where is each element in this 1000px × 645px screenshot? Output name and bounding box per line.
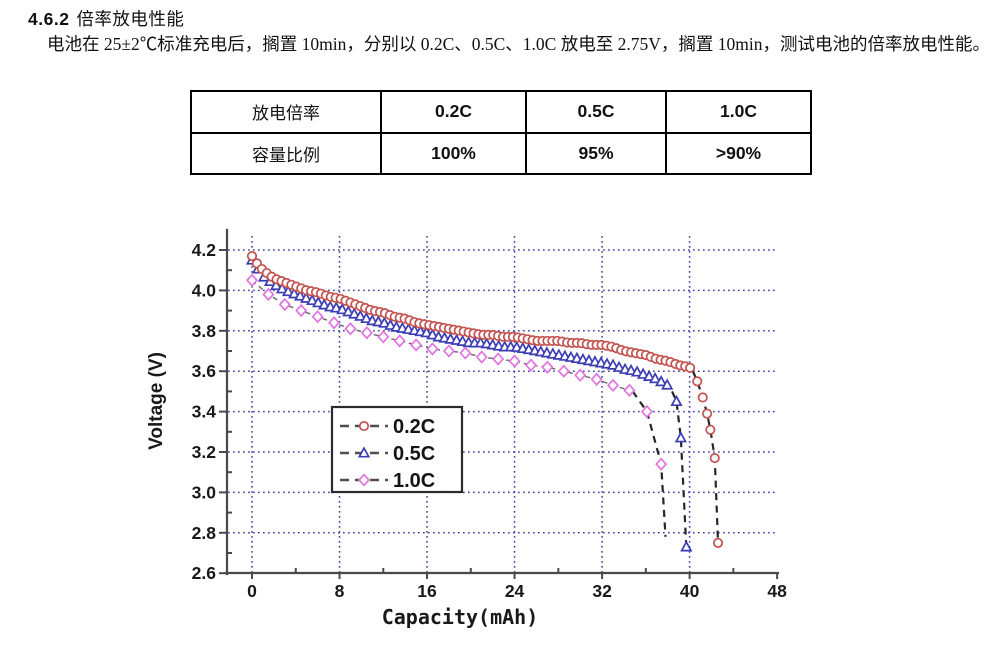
svg-text:32: 32 — [592, 581, 612, 601]
cell-ratio-2: 95% — [525, 131, 667, 175]
rate-capacity-table: 放电倍率 0.2C 0.5C 1.0C 容量比例 100% 95% >90% — [190, 90, 812, 175]
cell-rate-3: 1.0C — [665, 90, 812, 134]
svg-text:48: 48 — [767, 581, 787, 601]
svg-text:2.6: 2.6 — [192, 563, 217, 583]
section-title: 倍率放电性能 — [76, 9, 185, 29]
svg-text:24: 24 — [505, 581, 525, 601]
series-0.2C — [246, 251, 724, 548]
axes: 2.6 2.8 3.0 3.2 3.4 3.6 3.8 4.0 4.2 0 8 16 24 32 40 48 — [192, 228, 787, 601]
cell-rate-2: 0.5C — [525, 90, 667, 134]
table-row-capacity-ratio: 容量比例 100% 95% >90% — [190, 131, 812, 175]
svg-text:3.0: 3.0 — [192, 482, 217, 502]
row-header-discharge-rate: 放电倍率 — [190, 90, 382, 134]
x-axis-title: Capacity(mAh) — [382, 605, 539, 629]
legend-label-1.0C: 1.0C — [393, 470, 435, 492]
svg-text:8: 8 — [335, 581, 345, 601]
svg-text:2.8: 2.8 — [192, 523, 217, 543]
cell-ratio-3: >90% — [665, 131, 812, 175]
section-heading: 4.6.2 倍率放电性能 — [28, 6, 184, 31]
svg-text:4.0: 4.0 — [192, 280, 217, 300]
svg-text:3.8: 3.8 — [192, 321, 217, 341]
table-row-discharge-rate: 放电倍率 0.2C 0.5C 1.0C — [190, 90, 812, 134]
legend-label-0.5C: 0.5C — [393, 443, 435, 465]
body-paragraph: 电池在 25±2℃标准充电后，搁置 10min，分别以 0.2C、0.5C、1.… — [47, 34, 990, 54]
svg-text:40: 40 — [680, 581, 700, 601]
y-axis-title: Voltage (V) — [146, 352, 167, 450]
svg-text:16: 16 — [417, 581, 437, 601]
section-number: 4.6.2 — [28, 9, 70, 29]
series-1.0C — [245, 273, 668, 537]
svg-text:0: 0 — [247, 581, 257, 601]
chart-legend: 0.2C 0.5C 1.0C — [330, 405, 464, 494]
discharge-curve-chart: 2.6 2.8 3.0 3.2 3.4 3.6 3.8 4.0 4.2 0 8 16 24 32 40 48 C… — [140, 215, 810, 640]
cell-ratio-1: 100% — [380, 131, 527, 175]
series-0.5C — [245, 253, 693, 552]
row-header-capacity-ratio: 容量比例 — [190, 131, 382, 175]
legend-label-0.2C: 0.2C — [393, 416, 435, 438]
svg-text:3.2: 3.2 — [192, 442, 217, 462]
svg-text:3.4: 3.4 — [192, 402, 217, 422]
svg-text:4.2: 4.2 — [192, 240, 217, 260]
discharge-curve-svg: 2.6 2.8 3.0 3.2 3.4 3.6 3.8 4.0 4.2 0 8 16 24 32 40 48 C… — [146, 228, 787, 629]
cell-rate-1: 0.2C — [380, 90, 527, 134]
svg-text:3.6: 3.6 — [192, 361, 217, 381]
